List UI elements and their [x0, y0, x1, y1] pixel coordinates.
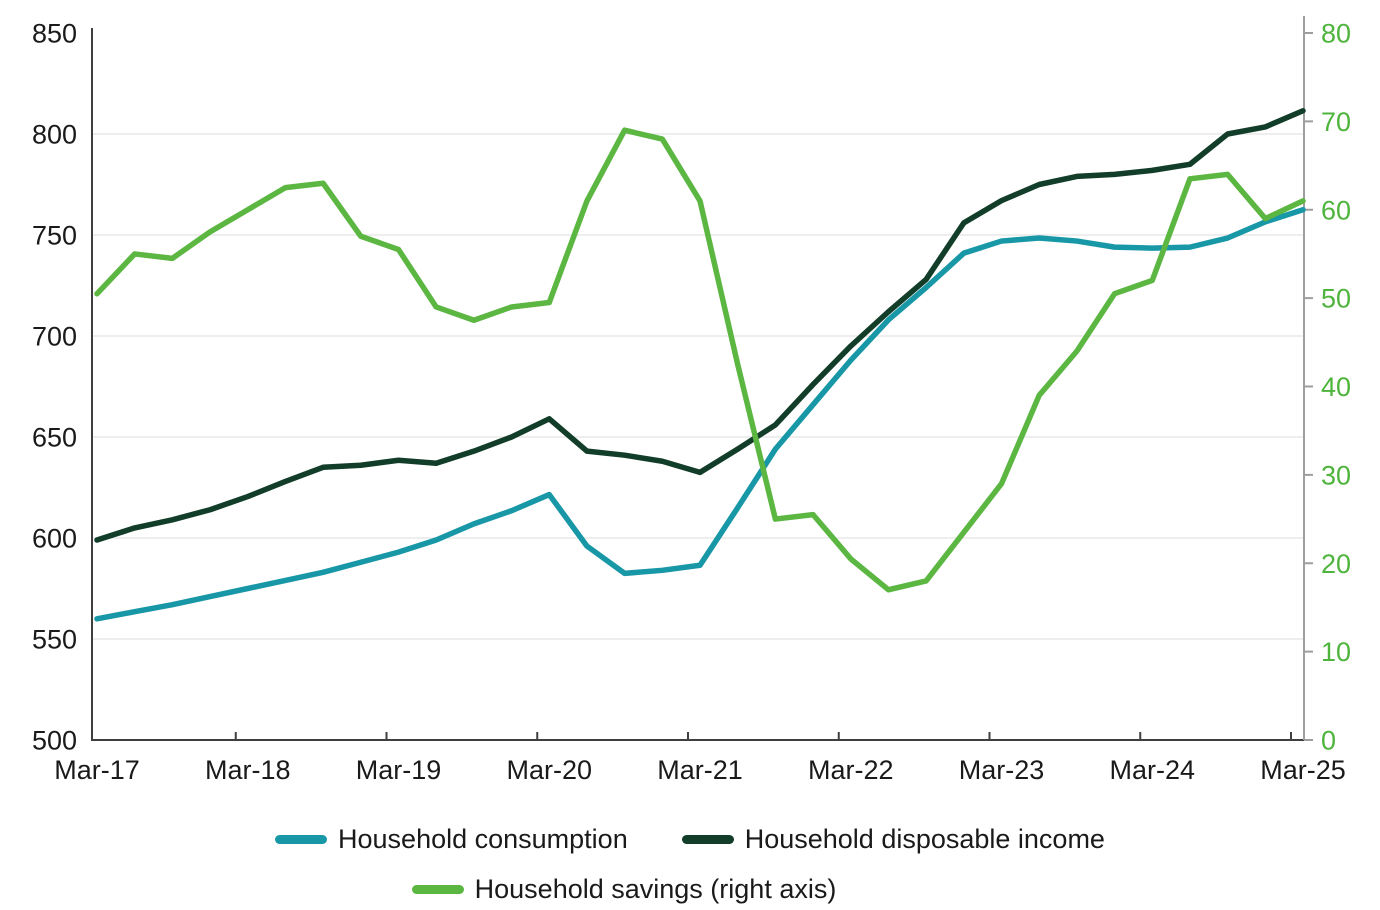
svg-text:550: 550 [32, 625, 77, 655]
svg-text:Mar-24: Mar-24 [1109, 755, 1195, 785]
svg-text:800: 800 [32, 120, 77, 150]
plot-area: 500 550 600 650 700 750 800 850 0 10 20 30 40 50 60 70 8… [32, 16, 1351, 785]
svg-text:600: 600 [32, 524, 77, 554]
svg-text:20: 20 [1321, 549, 1351, 579]
svg-text:750: 750 [32, 221, 77, 251]
svg-text:Mar-17: Mar-17 [54, 755, 140, 785]
legend-row-2: Household savings (right axis) [0, 872, 1314, 906]
svg-text:Mar-25: Mar-25 [1260, 755, 1346, 785]
legend-label-household-disposable-income: Household disposable income [744, 824, 1105, 854]
household-consumption-swatch-icon [275, 834, 328, 844]
svg-text:0: 0 [1321, 726, 1336, 756]
svg-text:500: 500 [32, 726, 77, 756]
svg-text:Mar-18: Mar-18 [205, 755, 291, 785]
svg-text:650: 650 [32, 423, 77, 453]
svg-text:30: 30 [1321, 460, 1351, 490]
svg-text:Mar-21: Mar-21 [657, 755, 743, 785]
legend-label-household-savings: Household savings (right axis) [474, 874, 837, 904]
svg-text:Mar-23: Mar-23 [959, 755, 1045, 785]
household-savings-swatch-icon [411, 884, 464, 894]
legend-item-household-consumption: Household consumption [275, 822, 628, 856]
svg-text:70: 70 [1321, 107, 1351, 137]
svg-text:Mar-20: Mar-20 [506, 755, 592, 785]
legend-row-1: Household consumption Household disposab… [0, 822, 1380, 856]
legend-item-household-savings: Household savings (right axis) [411, 872, 837, 906]
household-disposable-income-swatch-icon [681, 834, 734, 844]
legend-item-household-disposable-income: Household disposable income [681, 822, 1105, 856]
svg-text:60: 60 [1321, 195, 1351, 225]
svg-text:Mar-19: Mar-19 [356, 755, 442, 785]
svg-text:850: 850 [32, 19, 77, 49]
svg-text:80: 80 [1321, 19, 1351, 49]
svg-text:50: 50 [1321, 284, 1351, 314]
legend-label-household-consumption: Household consumption [338, 824, 628, 854]
svg-text:40: 40 [1321, 372, 1351, 402]
svg-text:700: 700 [32, 322, 77, 352]
svg-text:10: 10 [1321, 637, 1351, 667]
svg-text:Mar-22: Mar-22 [808, 755, 894, 785]
